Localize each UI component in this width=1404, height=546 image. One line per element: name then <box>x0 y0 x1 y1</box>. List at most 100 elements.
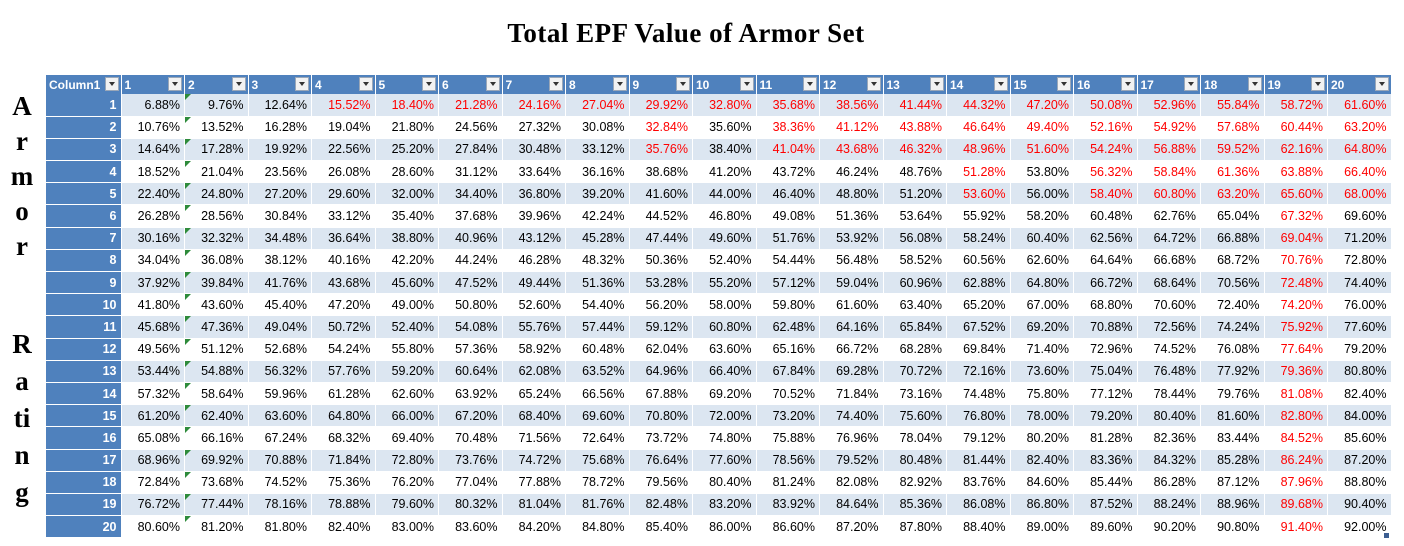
table-cell: 66.00% <box>375 404 439 428</box>
filter-dropdown-icon[interactable] <box>358 77 373 91</box>
axis-label-char: R <box>12 329 32 359</box>
table-cell: 67.20% <box>438 404 503 428</box>
table-cell: 52.40% <box>692 249 757 273</box>
row-header: 11 <box>46 315 122 339</box>
filter-dropdown-icon[interactable] <box>231 77 246 91</box>
table-cell: 67.88% <box>629 382 693 406</box>
table-cell: 23.56% <box>248 160 312 184</box>
filter-dropdown-icon[interactable] <box>866 77 881 91</box>
filter-dropdown-icon[interactable] <box>803 77 817 91</box>
table-cell: 81.04% <box>502 493 566 517</box>
row-header: 1 <box>46 94 122 117</box>
table-cell: 82.48% <box>629 493 693 517</box>
table-row: 11 45.68% 47.36% 49.04% 50.72% 52.40% 54.08% 55… <box>46 315 1392 339</box>
column-header-label: 5 <box>378 77 386 92</box>
table-cell: 37.92% <box>121 271 185 295</box>
table-cell: 61.36% <box>1200 160 1265 184</box>
table-cell: 74.52% <box>1137 338 1201 361</box>
table-cell: 90.40% <box>1327 493 1392 517</box>
column-header-label: 2 <box>188 77 195 92</box>
table-cell: 32.84% <box>629 116 693 139</box>
table-cell: 60.48% <box>1073 204 1138 228</box>
table-cell: 54.08% <box>438 315 503 339</box>
filter-dropdown-icon[interactable] <box>549 77 563 91</box>
table-cell: 63.40% <box>883 293 947 317</box>
table-row: 20 80.60% 81.20% 81.80% 82.40% 83.00% 83.60% 84… <box>46 515 1392 539</box>
table-cell: 85.60% <box>1327 426 1392 450</box>
table-cell: 72.16% <box>946 360 1011 383</box>
table-cell: 74.40% <box>819 404 884 428</box>
table-cell: 53.44% <box>121 360 185 383</box>
table-cell: 65.20% <box>946 293 1011 317</box>
column-header-18: 18 <box>1200 75 1265 94</box>
table-cell: 79.20% <box>1327 338 1392 361</box>
table-cell: 87.20% <box>819 515 884 539</box>
row-header: 8 <box>46 249 122 273</box>
table-cell: 80.60% <box>121 515 185 539</box>
table-cell: 36.64% <box>311 227 376 250</box>
filter-dropdown-icon[interactable] <box>104 77 119 91</box>
table-cell: 60.40% <box>1010 227 1074 250</box>
table-cell: 59.96% <box>248 382 312 406</box>
table-cell: 36.08% <box>184 249 249 273</box>
table-cell: 46.24% <box>819 160 884 184</box>
table-cell: 30.48% <box>502 138 566 162</box>
table-cell: 88.80% <box>1327 471 1392 494</box>
filter-dropdown-icon[interactable] <box>1311 77 1325 91</box>
column-header-label: 17 <box>1140 77 1154 92</box>
table-cell: 34.40% <box>438 182 503 206</box>
filter-dropdown-icon[interactable] <box>1247 77 1262 91</box>
filter-dropdown-icon[interactable] <box>993 77 1008 91</box>
filter-dropdown-icon[interactable] <box>739 77 754 91</box>
table-cell: 62.76% <box>1137 204 1201 228</box>
table-cell: 58.72% <box>1264 94 1328 117</box>
filter-dropdown-icon[interactable] <box>295 77 309 91</box>
table-cell: 17.28% <box>184 138 249 162</box>
table-cell: 60.56% <box>946 249 1011 273</box>
filter-dropdown-icon[interactable] <box>485 77 500 91</box>
axis-label-char: r <box>16 231 28 261</box>
filter-dropdown-icon[interactable] <box>1184 77 1198 91</box>
table-cell: 41.12% <box>819 116 884 139</box>
table-cell: 50.36% <box>629 249 693 273</box>
table-cell: 58.24% <box>946 227 1011 250</box>
table-cell: 64.96% <box>629 360 693 383</box>
epf-table: Column1 1 2 3 4 5 6 7 8 9 10 11 12 13 14 15 16 17 18 19 20 1… <box>46 75 1392 539</box>
row-header: 20 <box>46 515 122 539</box>
table-resize-handle[interactable] <box>1384 533 1389 538</box>
filter-dropdown-icon[interactable] <box>612 77 627 91</box>
table-cell: 39.20% <box>565 182 630 206</box>
table-cell: 84.64% <box>819 493 884 517</box>
column-header-13: 13 <box>883 75 947 94</box>
table-cell: 35.68% <box>756 94 820 117</box>
filter-dropdown-icon[interactable] <box>1374 77 1389 91</box>
table-cell: 69.84% <box>946 338 1011 361</box>
filter-dropdown-icon[interactable] <box>676 77 690 91</box>
filter-dropdown-icon[interactable] <box>1057 77 1071 91</box>
table-cell: 67.84% <box>756 360 820 383</box>
table-cell: 69.28% <box>819 360 884 383</box>
table-cell: 32.80% <box>692 94 757 117</box>
filter-dropdown-icon[interactable] <box>1120 77 1135 91</box>
table-cell: 80.40% <box>692 471 757 494</box>
table-cell: 62.16% <box>1264 138 1328 162</box>
table-cell: 48.32% <box>565 249 630 273</box>
table-cell: 80.48% <box>883 449 947 472</box>
filter-dropdown-icon[interactable] <box>422 77 436 91</box>
filter-dropdown-icon[interactable] <box>930 77 944 91</box>
filter-dropdown-icon[interactable] <box>168 77 182 91</box>
table-row: 18 72.84% 73.68% 74.52% 75.36% 76.20% 77.04% 77… <box>46 471 1392 494</box>
table-cell: 74.80% <box>692 426 757 450</box>
table-cell: 6.88% <box>121 94 185 117</box>
table-cell: 77.60% <box>1327 315 1392 339</box>
table-cell: 87.96% <box>1264 471 1328 494</box>
column-header-16: 16 <box>1073 75 1138 94</box>
table-cell: 75.60% <box>883 404 947 428</box>
table-cell: 27.20% <box>248 182 312 206</box>
column-header-label: 18 <box>1204 77 1218 92</box>
table-cell: 30.16% <box>121 227 185 250</box>
table-cell: 56.08% <box>883 227 947 250</box>
table-cell: 86.00% <box>692 515 757 539</box>
table-cell: 32.00% <box>375 182 439 206</box>
table-cell: 73.20% <box>756 404 820 428</box>
